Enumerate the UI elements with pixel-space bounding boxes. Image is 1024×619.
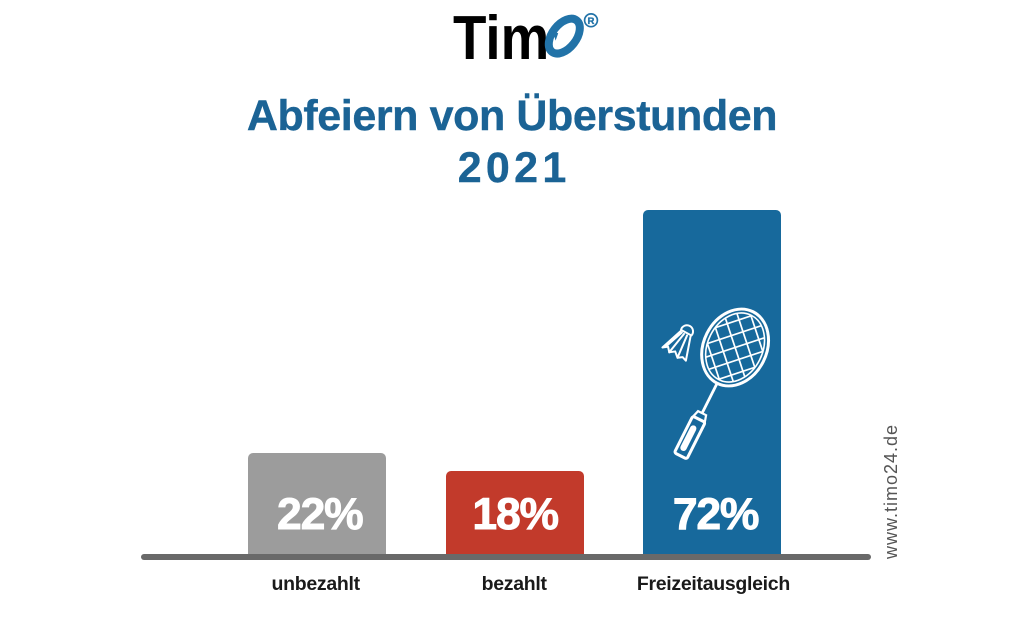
svg-text:R: R: [588, 16, 595, 27]
svg-text:Tim: Tim: [453, 4, 549, 73]
